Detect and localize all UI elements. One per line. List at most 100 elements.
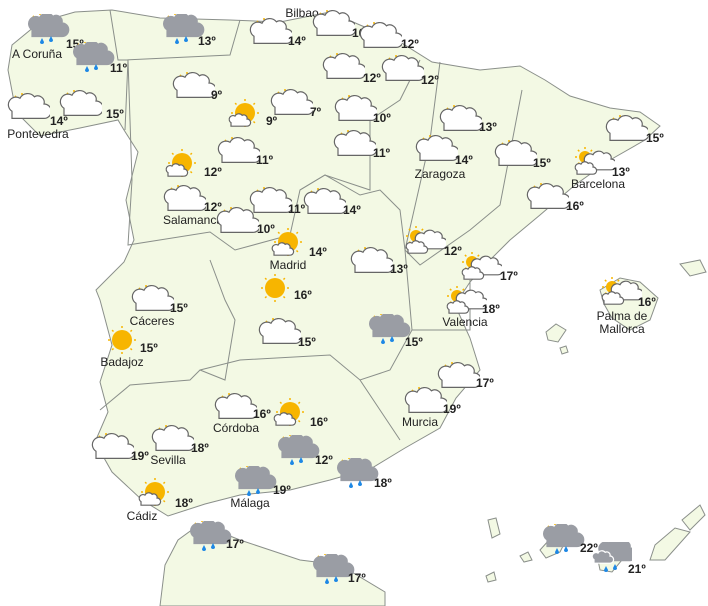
island-la-palma: [487, 517, 501, 539]
temperature-label: 19º: [131, 449, 149, 463]
partly-cloudy-two-clouds-icon: [598, 277, 642, 309]
temperature-label: 11º: [110, 61, 128, 75]
partly-cloudy-icon: [333, 94, 377, 126]
temperature-label: 18º: [175, 496, 193, 510]
partly-cloudy-rain-icon: [541, 524, 585, 556]
region-border: [124, 19, 241, 61]
sunny-icon: [100, 324, 144, 356]
city-label: A Coruña: [11, 47, 63, 61]
partly-cloudy-rain-icon: [233, 466, 277, 498]
partly-cloudy-icon: [302, 187, 346, 219]
rain-two-clouds-icon: [588, 542, 632, 574]
partly-cloudy-icon: [493, 139, 537, 171]
temperature-label: 14º: [309, 245, 327, 259]
partly-cloudy-icon: [438, 104, 482, 136]
temperature-label: 12º: [315, 453, 333, 467]
partly-cloudy-icon: [525, 182, 569, 214]
temperature-label: 19º: [443, 402, 461, 416]
temperature-label: 9º: [266, 114, 278, 128]
temperature-label: 18º: [482, 302, 500, 316]
island-el-hierro: [485, 571, 497, 583]
sunny-small-cloud-icon: [266, 228, 310, 260]
temperature-label: 15º: [170, 301, 188, 315]
region-border: [199, 174, 413, 381]
sunny-small-cloud-icon: [223, 99, 267, 131]
partly-cloudy-icon: [150, 424, 194, 456]
temperature-label: 22º: [580, 541, 598, 555]
region-borders: [109, 9, 129, 131]
partly-cloudy-icon: [358, 21, 402, 53]
temperature-label: 12º: [204, 165, 222, 179]
sunny-small-cloud-icon: [160, 149, 204, 181]
city-label: Valencia: [442, 315, 488, 329]
partly-cloudy-icon: [215, 206, 259, 238]
partly-cloudy-icon: [130, 284, 174, 316]
temperature-label: 16º: [566, 199, 584, 213]
island-ibiza: [545, 323, 567, 343]
temperature-label: 13º: [198, 34, 216, 48]
partly-cloudy-icon: [321, 52, 365, 84]
island-formentera: [559, 345, 569, 355]
partly-cloudy-icon: [257, 317, 301, 349]
temperature-label: 17º: [476, 376, 494, 390]
temperature-label: 14º: [288, 34, 306, 48]
city-label: Córdoba: [212, 421, 260, 435]
partly-cloudy-rain-icon: [335, 458, 379, 490]
temperature-label: 16º: [294, 288, 312, 302]
city-label: Málaga: [230, 496, 270, 510]
island-gomera: [519, 551, 533, 563]
temperature-label: 7º: [310, 105, 322, 119]
temperature-label: 15º: [140, 341, 158, 355]
partly-cloudy-icon: [269, 88, 313, 120]
partly-cloudy-icon: [162, 184, 206, 216]
temperature-label: 15º: [106, 107, 124, 121]
city-label: Cádiz: [126, 509, 158, 523]
partly-cloudy-icon: [216, 136, 260, 168]
partly-cloudy-icon: [213, 392, 257, 424]
city-label: Murcia: [401, 415, 439, 429]
temperature-label: 12º: [401, 37, 419, 51]
partly-cloudy-icon: [6, 92, 50, 124]
partly-cloudy-icon: [58, 89, 102, 121]
island-lanzarote: [681, 504, 706, 531]
partly-cloudy-icon: [414, 134, 458, 166]
partly-cloudy-icon: [90, 432, 134, 464]
partly-cloudy-icon: [248, 186, 292, 218]
temperature-label: 17º: [348, 571, 366, 585]
city-label: Sevilla: [150, 453, 186, 467]
partly-cloudy-icon: [311, 9, 355, 41]
island-menorca: [679, 259, 707, 277]
partly-cloudy-two-clouds-icon: [402, 226, 446, 258]
region-border: [99, 259, 236, 411]
temperature-label: 16º: [253, 407, 271, 421]
partly-cloudy-icon: [248, 17, 292, 49]
partly-cloudy-rain-icon: [26, 14, 70, 46]
temperature-label: 18º: [374, 476, 392, 490]
temperature-label: 16º: [310, 415, 328, 429]
temperature-label: 15º: [646, 131, 664, 145]
temperature-label: 11º: [288, 202, 306, 216]
partly-cloudy-two-clouds-icon: [443, 286, 487, 318]
north-africa: [159, 523, 386, 606]
partly-cloudy-icon: [171, 71, 215, 103]
temperature-label: 11º: [373, 146, 391, 160]
partly-cloudy-rain-icon: [276, 435, 320, 467]
sunny-small-cloud-icon: [268, 398, 312, 430]
temperature-label: 21º: [628, 562, 646, 576]
temperature-label: 13º: [612, 165, 630, 179]
temperature-label: 13º: [390, 262, 408, 276]
temperature-label: 17º: [226, 537, 244, 551]
temperature-label: 10º: [373, 111, 391, 125]
partly-cloudy-icon: [349, 246, 393, 278]
temperature-label: 15º: [298, 335, 316, 349]
temperature-label: 14º: [455, 153, 473, 167]
city-label: Salamanca: [162, 213, 224, 227]
island-fuerteventura: [649, 527, 691, 561]
partly-cloudy-two-clouds-icon: [571, 147, 615, 179]
temperature-label: 9º: [211, 88, 223, 102]
partly-cloudy-icon: [332, 129, 376, 161]
city-label: Cáceres: [129, 314, 175, 328]
sunny-icon: [253, 272, 297, 304]
city-label: Madrid: [269, 258, 307, 272]
